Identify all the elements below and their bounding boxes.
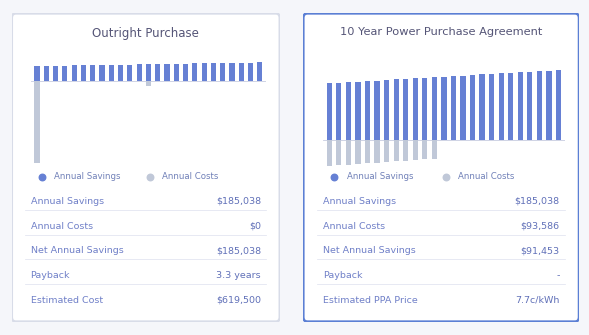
Bar — [403, 140, 408, 161]
Bar — [35, 81, 39, 163]
Text: 7.7c/kWh: 7.7c/kWh — [515, 295, 560, 305]
Bar — [375, 80, 380, 140]
Bar — [90, 65, 95, 81]
Bar — [137, 64, 142, 81]
Bar — [239, 63, 244, 81]
Text: Annual Costs: Annual Costs — [458, 172, 515, 181]
Bar — [422, 140, 428, 159]
Text: Outright Purchase: Outright Purchase — [92, 27, 199, 40]
Bar — [375, 140, 380, 163]
Bar — [355, 82, 360, 140]
Bar — [146, 64, 151, 81]
Point — [37, 174, 47, 180]
Bar — [346, 140, 351, 165]
Point — [441, 174, 451, 180]
Bar — [393, 140, 399, 161]
Point — [330, 174, 339, 180]
Text: Net Annual Savings: Net Annual Savings — [323, 246, 415, 255]
Text: Annual Savings: Annual Savings — [346, 172, 413, 181]
Bar — [336, 140, 342, 165]
Bar — [62, 66, 68, 81]
Text: $91,453: $91,453 — [521, 246, 560, 255]
Text: -: - — [557, 271, 560, 280]
Text: $93,586: $93,586 — [521, 221, 560, 230]
Bar — [327, 140, 332, 166]
Bar — [547, 71, 551, 140]
Text: 10 Year Power Purchase Agreement: 10 Year Power Purchase Agreement — [340, 27, 542, 37]
Bar — [230, 63, 234, 81]
Bar — [403, 79, 408, 140]
Bar — [44, 66, 49, 81]
Bar — [327, 83, 332, 140]
Bar — [470, 75, 475, 140]
Bar — [100, 65, 105, 81]
Bar — [72, 65, 77, 81]
Text: Payback: Payback — [323, 271, 362, 280]
Bar — [346, 82, 351, 140]
Bar — [220, 63, 225, 81]
Point — [146, 174, 155, 180]
Bar — [432, 77, 437, 140]
Text: $185,038: $185,038 — [515, 197, 560, 206]
Bar — [174, 64, 179, 81]
Bar — [489, 74, 494, 140]
Text: Annual Costs: Annual Costs — [31, 221, 92, 230]
Bar — [355, 140, 360, 164]
Bar — [146, 81, 151, 86]
Bar — [384, 140, 389, 162]
Bar — [384, 80, 389, 140]
Text: $619,500: $619,500 — [216, 295, 261, 305]
Text: Annual Savings: Annual Savings — [323, 197, 396, 206]
FancyBboxPatch shape — [303, 13, 579, 322]
Bar — [422, 78, 428, 140]
Text: $0: $0 — [249, 221, 261, 230]
FancyBboxPatch shape — [12, 13, 280, 322]
Bar — [556, 70, 561, 140]
Bar — [432, 140, 437, 159]
Text: $185,038: $185,038 — [216, 197, 261, 206]
Bar — [53, 66, 58, 81]
Bar — [451, 76, 456, 140]
Bar — [257, 62, 263, 81]
Text: Annual Savings: Annual Savings — [31, 197, 104, 206]
Bar — [365, 140, 370, 163]
Bar — [479, 74, 485, 140]
Bar — [164, 64, 170, 81]
Bar — [537, 71, 542, 140]
Bar — [155, 64, 160, 81]
Text: Payback: Payback — [31, 271, 70, 280]
Bar — [109, 65, 114, 81]
Bar — [211, 63, 216, 81]
Bar — [248, 63, 253, 81]
Bar — [518, 72, 523, 140]
Bar — [508, 73, 514, 140]
Bar — [365, 81, 370, 140]
Text: Annual Savings: Annual Savings — [54, 172, 120, 181]
Bar — [336, 83, 342, 140]
Text: Estimated Cost: Estimated Cost — [31, 295, 102, 305]
Text: Estimated PPA Price: Estimated PPA Price — [323, 295, 418, 305]
Bar — [527, 72, 532, 140]
Text: Annual Costs: Annual Costs — [163, 172, 219, 181]
Bar — [413, 140, 418, 160]
Bar — [81, 65, 86, 81]
Bar — [35, 66, 39, 81]
Bar — [499, 73, 504, 140]
Bar — [127, 65, 133, 81]
Text: Annual Costs: Annual Costs — [323, 221, 385, 230]
Bar — [461, 76, 466, 140]
Bar — [193, 63, 197, 81]
Text: $185,038: $185,038 — [216, 246, 261, 255]
Bar — [118, 65, 123, 81]
Text: Net Annual Savings: Net Annual Savings — [31, 246, 123, 255]
Bar — [393, 79, 399, 140]
Bar — [201, 63, 207, 81]
Bar — [441, 77, 446, 140]
Text: 3.3 years: 3.3 years — [216, 271, 261, 280]
Bar — [413, 78, 418, 140]
Bar — [183, 64, 188, 81]
